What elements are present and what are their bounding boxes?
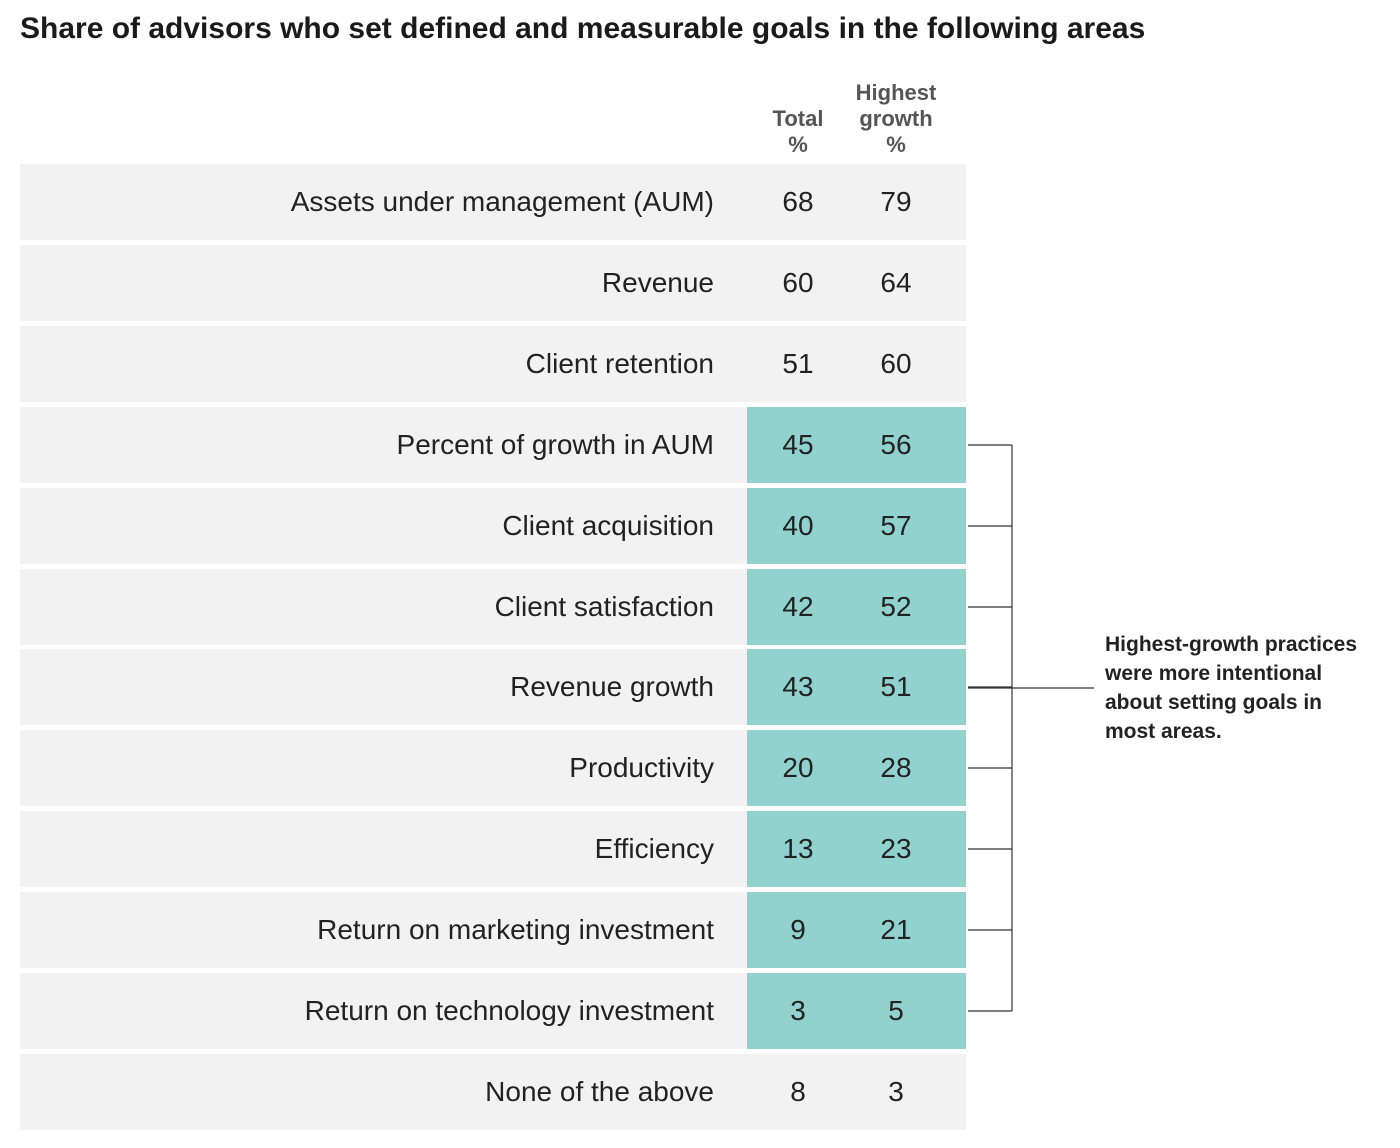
highest-growth-value: 23 <box>880 833 912 864</box>
highest-growth-value: 57 <box>880 510 912 541</box>
column-header-line: Total <box>772 106 824 131</box>
total-value: 42 <box>782 591 814 622</box>
table-row: Return on technology investment 3 5 <box>20 973 966 1049</box>
highlight-cell <box>747 811 966 887</box>
table-row: Client retention 51 60 <box>20 326 966 402</box>
column-header-line: % <box>886 132 906 157</box>
highlight-cell <box>747 569 966 645</box>
annotation-line: about setting goals in <box>1105 691 1323 714</box>
highest-growth-value: 28 <box>880 752 912 783</box>
total-value: 40 <box>782 510 814 541</box>
total-value: 51 <box>782 348 814 379</box>
annotation-line: most areas. <box>1105 720 1222 743</box>
total-value: 3 <box>790 995 806 1026</box>
highlight-cell <box>747 488 966 564</box>
table-row: Assets under management (AUM) 68 79 <box>20 164 966 240</box>
highlight-cell <box>747 730 966 806</box>
column-header-line: growth <box>859 106 933 131</box>
column-header-line: Highest <box>855 80 937 105</box>
row-label: Client retention <box>525 348 714 379</box>
highlight-cell <box>747 649 966 725</box>
total-value: 43 <box>782 671 814 702</box>
total-value: 45 <box>782 429 814 460</box>
column-header-line: % <box>788 132 808 157</box>
highlight-cell <box>747 407 966 483</box>
row-label: Efficiency <box>594 833 714 864</box>
chart-title: Share of advisors who set defined and me… <box>20 12 1146 45</box>
row-label: Client acquisition <box>502 510 714 541</box>
row-label: Revenue growth <box>510 671 714 702</box>
table-row: Efficiency 13 23 <box>20 811 966 887</box>
total-value: 8 <box>790 1076 806 1107</box>
table-row: Percent of growth in AUM 45 56 <box>20 407 966 483</box>
row-label: Return on technology investment <box>304 995 714 1026</box>
highest-growth-value: 52 <box>880 591 912 622</box>
table-row: None of the above 8 3 <box>20 1054 966 1130</box>
column-header-total: Total % <box>748 78 848 158</box>
annotation-line: Highest-growth practices <box>1105 633 1358 656</box>
row-label: Client satisfaction <box>494 591 714 622</box>
total-value: 20 <box>782 752 814 783</box>
highest-growth-value: 21 <box>880 914 912 945</box>
row-label: Return on marketing investment <box>317 914 714 945</box>
highest-growth-value: 5 <box>888 995 904 1026</box>
annotation-text: Highest-growth practices were more inten… <box>1105 630 1395 746</box>
row-label: Revenue <box>601 267 714 298</box>
highest-growth-value: 64 <box>880 267 912 298</box>
highest-growth-value: 3 <box>888 1076 904 1107</box>
highlight-cell <box>747 892 966 968</box>
total-value: 9 <box>790 914 806 945</box>
highlight-cell <box>747 973 966 1049</box>
row-label: Percent of growth in AUM <box>396 429 714 460</box>
table-row: Productivity 20 28 <box>20 730 966 806</box>
total-value: 60 <box>782 267 814 298</box>
highest-growth-value: 79 <box>880 186 912 217</box>
row-label: None of the above <box>485 1076 714 1107</box>
highest-growth-value: 60 <box>880 348 912 379</box>
highest-growth-value: 51 <box>880 671 912 702</box>
table-row: Client acquisition 40 57 <box>20 488 966 564</box>
highest-growth-value: 56 <box>880 429 912 460</box>
table-row: Client satisfaction 42 52 <box>20 569 966 645</box>
column-header-highest-growth: Highest growth % <box>846 78 946 158</box>
annotation-line: were more intentional <box>1105 662 1323 685</box>
table-row: Return on marketing investment 9 21 <box>20 892 966 968</box>
table-row: Revenue growth 43 51 <box>20 649 966 725</box>
table-row: Revenue 60 64 <box>20 245 966 321</box>
total-value: 13 <box>782 833 814 864</box>
row-label: Assets under management (AUM) <box>290 186 714 217</box>
total-value: 68 <box>782 186 814 217</box>
row-label: Productivity <box>569 752 714 783</box>
